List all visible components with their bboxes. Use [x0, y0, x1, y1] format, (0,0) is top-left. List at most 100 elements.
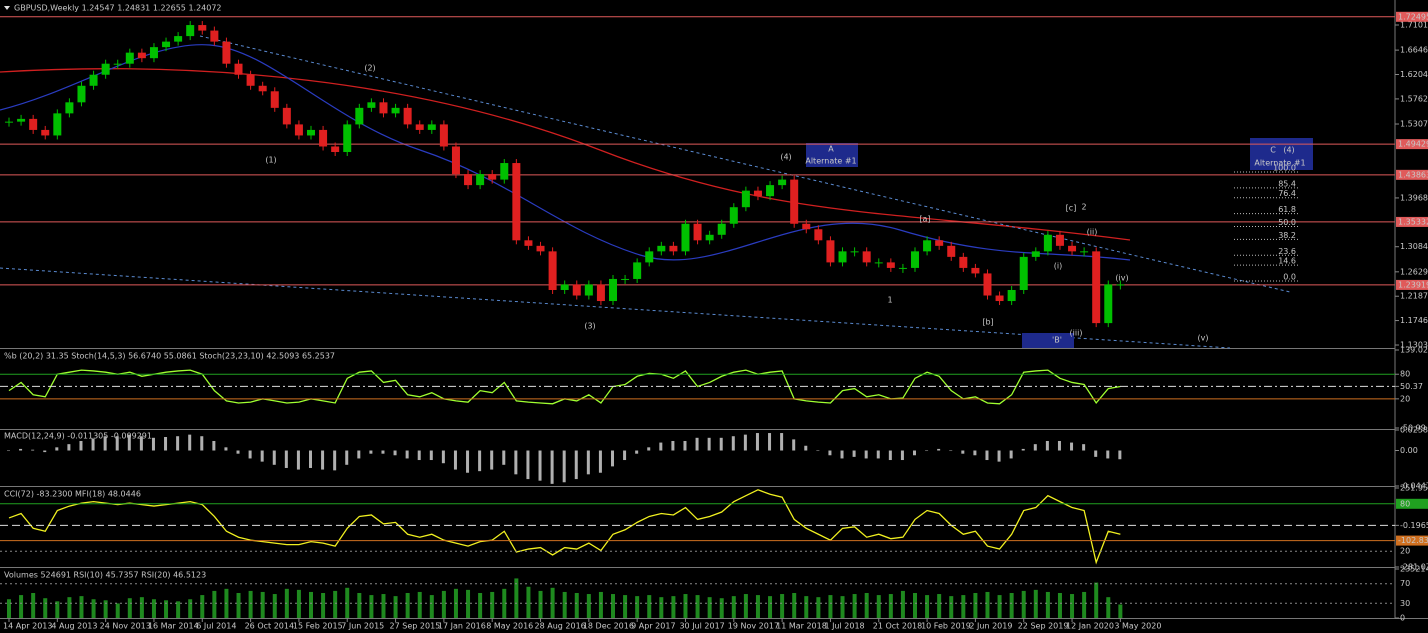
fib-label: 61.8	[1278, 205, 1296, 214]
indicator-bar	[248, 450, 252, 459]
candle	[210, 30, 219, 42]
level-label: 1.35332	[1398, 217, 1428, 226]
indicator-bar	[671, 596, 676, 618]
indicator-bar	[671, 440, 675, 451]
indicator-bar	[768, 433, 772, 451]
y-tick-label: 1.26290	[1400, 267, 1428, 276]
indicator-bar	[490, 450, 494, 470]
wave-label: Alternate #1	[1254, 159, 1305, 168]
indicator-bar	[913, 593, 917, 618]
candle	[814, 229, 823, 241]
indicator-bar	[562, 450, 566, 483]
indicator-bar	[212, 590, 217, 618]
y-tick-label: 1.71010	[1400, 21, 1428, 30]
candle	[705, 234, 714, 241]
indicator-bar	[755, 433, 759, 451]
candle	[5, 121, 13, 123]
indicator-bar	[743, 434, 747, 451]
candle	[584, 284, 593, 296]
candle	[270, 91, 279, 108]
candle	[1116, 284, 1125, 286]
candle	[1068, 245, 1077, 252]
indicator-bar	[864, 593, 869, 618]
y-tick-label: 30	[1400, 599, 1410, 608]
candle	[959, 256, 968, 268]
x-tick-label: 18 Dec 2016	[583, 622, 634, 631]
annotation-box	[1250, 138, 1313, 170]
indicator-bar	[852, 450, 856, 457]
candle	[307, 129, 315, 136]
indicator-bar	[1009, 593, 1014, 618]
fib-label: 0.0	[1283, 273, 1296, 282]
indicator-bar	[1033, 444, 1037, 451]
candle	[1104, 284, 1113, 324]
x-tick-label: 27 Sep 2015	[390, 622, 441, 631]
candle	[415, 124, 424, 130]
indicator-bar	[466, 589, 471, 618]
wave-label: (1)	[265, 156, 276, 165]
candle	[645, 251, 654, 263]
indicator-bar	[562, 591, 567, 618]
candle	[536, 245, 545, 252]
indicator-bar	[949, 450, 953, 452]
indicator-bar	[1045, 440, 1049, 451]
indicator-bar	[381, 450, 385, 454]
candle	[488, 174, 497, 180]
indicator-bar	[417, 591, 422, 618]
candle	[500, 163, 509, 180]
moving-average	[0, 44, 1131, 261]
candle	[282, 107, 291, 125]
indicator-bar	[961, 450, 965, 454]
indicator-bar	[321, 450, 325, 470]
candle	[572, 284, 581, 296]
indicator-bar	[647, 447, 651, 451]
indicator-bar	[804, 596, 809, 618]
y-tick-label: 80	[1400, 499, 1410, 508]
x-tick-label: 26 Oct 2014	[245, 622, 294, 631]
wave-label: (iii)	[1070, 329, 1083, 338]
indicator-bar	[441, 590, 446, 618]
y-tick-label: 0.00	[1400, 446, 1418, 455]
indicator-bar	[816, 597, 821, 618]
candle	[77, 85, 86, 103]
level-box	[1396, 216, 1428, 227]
indicator-bar	[1057, 440, 1061, 451]
indicator-bar	[985, 450, 989, 461]
indicator-bar	[296, 450, 300, 470]
y-tick-label: -0.1965	[1400, 521, 1428, 530]
indicator-bar	[176, 436, 180, 451]
indicator-bar	[574, 593, 579, 618]
candle	[512, 163, 521, 241]
wave-label: Alternate #1	[805, 157, 856, 166]
indicator-bar	[695, 437, 699, 451]
indicator-line	[8, 489, 1121, 565]
indicator-bar	[683, 594, 688, 618]
candle	[367, 102, 376, 108]
candle	[621, 278, 630, 280]
candle	[633, 262, 642, 279]
indicator-bar	[925, 450, 929, 452]
candle	[850, 251, 859, 253]
indicator-bar	[611, 594, 615, 618]
level-box	[1396, 279, 1428, 290]
indicator-bar	[248, 590, 253, 618]
indicator-bar	[188, 599, 193, 618]
wave-label: A	[828, 145, 834, 154]
marker-box	[1396, 535, 1428, 546]
indicator-bar	[31, 449, 35, 451]
wave-label: [a]	[919, 215, 930, 224]
indicator-bar	[309, 591, 313, 618]
indicator-bar	[164, 437, 168, 451]
candle	[17, 118, 26, 122]
indicator-bar	[453, 450, 457, 470]
indicator-bar	[514, 578, 519, 618]
x-tick-label: 4 Aug 2013	[51, 622, 97, 631]
fib-label: 23.6	[1278, 247, 1296, 256]
x-tick-label: 22 Sep 2019	[1018, 622, 1069, 631]
candle	[476, 174, 485, 186]
x-tick-label: 21 Oct 2018	[873, 622, 922, 631]
indicator-bar	[393, 450, 397, 456]
indicator-bar	[429, 450, 433, 461]
